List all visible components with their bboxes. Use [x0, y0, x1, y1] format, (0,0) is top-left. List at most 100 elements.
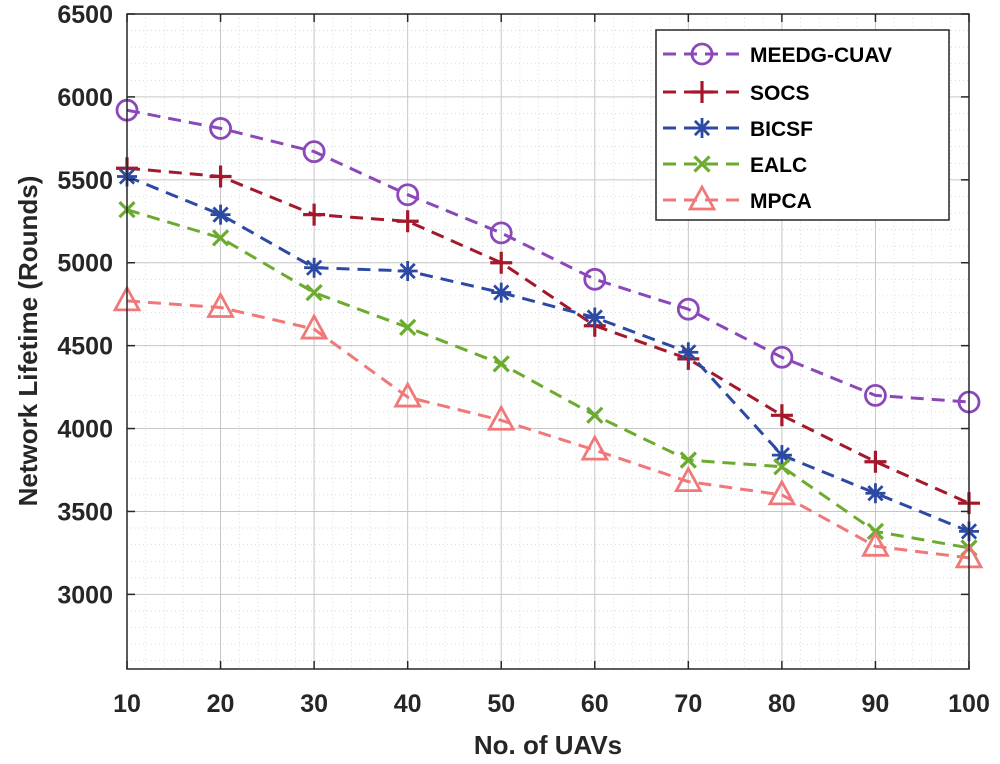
series-line-ealc	[126, 208, 970, 550]
data-point-mpca	[673, 465, 703, 493]
data-point-meedg-cuav	[583, 267, 607, 291]
data-point-meedg-cuav	[489, 221, 513, 245]
data-point-mpca	[767, 478, 797, 506]
asterisk-marker-shape	[491, 282, 512, 303]
plus-marker-shape	[396, 210, 419, 233]
series-meedg-cuav	[115, 98, 981, 414]
x-tick-label: 20	[207, 690, 235, 718]
asterisk-marker-shape	[210, 204, 231, 225]
data-point-mpca	[393, 381, 423, 408]
data-point-socs	[770, 404, 793, 427]
x-tick-label: 100	[948, 690, 990, 718]
x-tick-label: 90	[862, 690, 890, 718]
x-tick-label: 50	[487, 690, 515, 718]
x-axis-label: No. of UAVs	[474, 730, 622, 760]
data-point-meedg-cuav	[770, 345, 794, 369]
data-point-ealc	[305, 283, 323, 302]
data-point-socs	[396, 210, 419, 233]
series-line-mpca	[126, 299, 970, 560]
triangle-marker-shape	[206, 291, 235, 318]
asterisk-marker-shape	[771, 445, 792, 466]
circle-marker-shape	[209, 117, 232, 140]
data-point-socs	[490, 251, 513, 274]
x-tick-label: 80	[768, 690, 796, 718]
series-bicsf	[117, 166, 979, 542]
x-marker-shape	[586, 406, 604, 424]
x-marker-shape	[399, 318, 417, 337]
x-marker-shape	[693, 155, 711, 173]
circle-marker-shape	[864, 383, 887, 407]
data-point-ealc	[586, 406, 604, 424]
y-axis-label: Network Lifetime (Rounds)	[13, 176, 43, 507]
plus-marker-shape	[770, 404, 793, 427]
data-point-ealc	[492, 355, 510, 373]
x-marker-shape	[773, 458, 791, 476]
series-layer	[112, 98, 984, 569]
plot-frame	[126, 13, 970, 670]
plus-marker-shape	[691, 81, 713, 103]
data-point-meedg-cuav	[302, 140, 326, 164]
data-point-mpca	[299, 313, 329, 340]
triangle-marker-shape	[393, 381, 423, 408]
data-point-bicsf	[397, 261, 418, 282]
y-tick-label: 5500	[57, 167, 113, 195]
asterisk-marker-shape	[397, 261, 418, 282]
legend-marker-meedg-cuav	[690, 42, 714, 66]
plus-marker-shape	[209, 165, 232, 188]
asterisk-marker-shape	[584, 307, 605, 328]
legend-marker-ealc	[693, 155, 711, 173]
legend-marker-bicsf	[692, 118, 712, 138]
x-marker-shape	[679, 451, 697, 469]
data-point-ealc	[679, 451, 697, 469]
series-line-meedg-cuav	[126, 108, 970, 404]
axis-ticks: 3000 3500 4000 4500 5000 5500 6000 6500 10 20 30 40…	[57, 1, 989, 718]
x-marker-shape	[305, 283, 323, 302]
x-tick-label: 60	[581, 690, 609, 718]
circle-marker-shape	[583, 267, 607, 291]
data-point-bicsf	[678, 342, 699, 363]
data-point-ealc	[399, 318, 417, 337]
y-tick-label: 4000	[57, 416, 113, 444]
legend-label-bicsf: BICSF	[750, 118, 813, 141]
asterisk-marker-shape	[304, 257, 325, 278]
legend-label-mpca: MPCA	[750, 190, 812, 213]
circle-marker-shape	[396, 183, 420, 207]
x-tick-label: 10	[113, 690, 141, 718]
legend-item-ealc: EALC	[663, 154, 807, 177]
series-line-socs	[126, 166, 970, 505]
legend: MEEDG-CUAV SOCS BICSF EALC MPCA	[655, 29, 950, 221]
y-tick-label: 3500	[57, 498, 113, 526]
series-mpca	[112, 284, 984, 569]
series-line-bicsf	[126, 175, 970, 533]
y-tick-label: 5000	[57, 250, 113, 278]
x-tick-label: 30	[300, 690, 328, 718]
data-point-socs	[209, 165, 232, 188]
y-tick-label: 4500	[57, 333, 113, 361]
data-point-meedg-cuav	[396, 183, 420, 207]
circle-marker-shape	[489, 221, 513, 245]
legend-item-bicsf: BICSF	[663, 118, 813, 141]
asterisk-marker-shape	[692, 118, 712, 138]
y-tick-label: 6500	[57, 1, 113, 29]
plus-marker-shape	[864, 450, 887, 473]
triangle-marker-shape	[580, 434, 610, 461]
legend-item-socs: SOCS	[663, 81, 810, 105]
data-point-bicsf	[304, 257, 325, 278]
data-point-ealc	[773, 458, 791, 476]
asterisk-marker-shape	[865, 483, 886, 504]
data-point-socs	[864, 450, 887, 473]
data-point-bicsf	[584, 307, 605, 328]
legend-label-meedg-cuav: MEEDG-CUAV	[750, 44, 892, 67]
legend-label-ealc: EALC	[750, 154, 807, 177]
legend-item-mpca: MPCA	[663, 184, 812, 213]
data-point-ealc	[211, 229, 230, 247]
plus-marker-shape	[303, 203, 326, 226]
grid	[126, 13, 970, 669]
asterisk-marker-shape	[678, 342, 699, 363]
data-point-meedg-cuav	[864, 383, 887, 407]
legend-label-socs: SOCS	[750, 82, 810, 105]
circle-marker-shape	[302, 140, 326, 164]
legend-marker-socs	[691, 81, 713, 103]
x-marker-shape	[492, 355, 510, 373]
